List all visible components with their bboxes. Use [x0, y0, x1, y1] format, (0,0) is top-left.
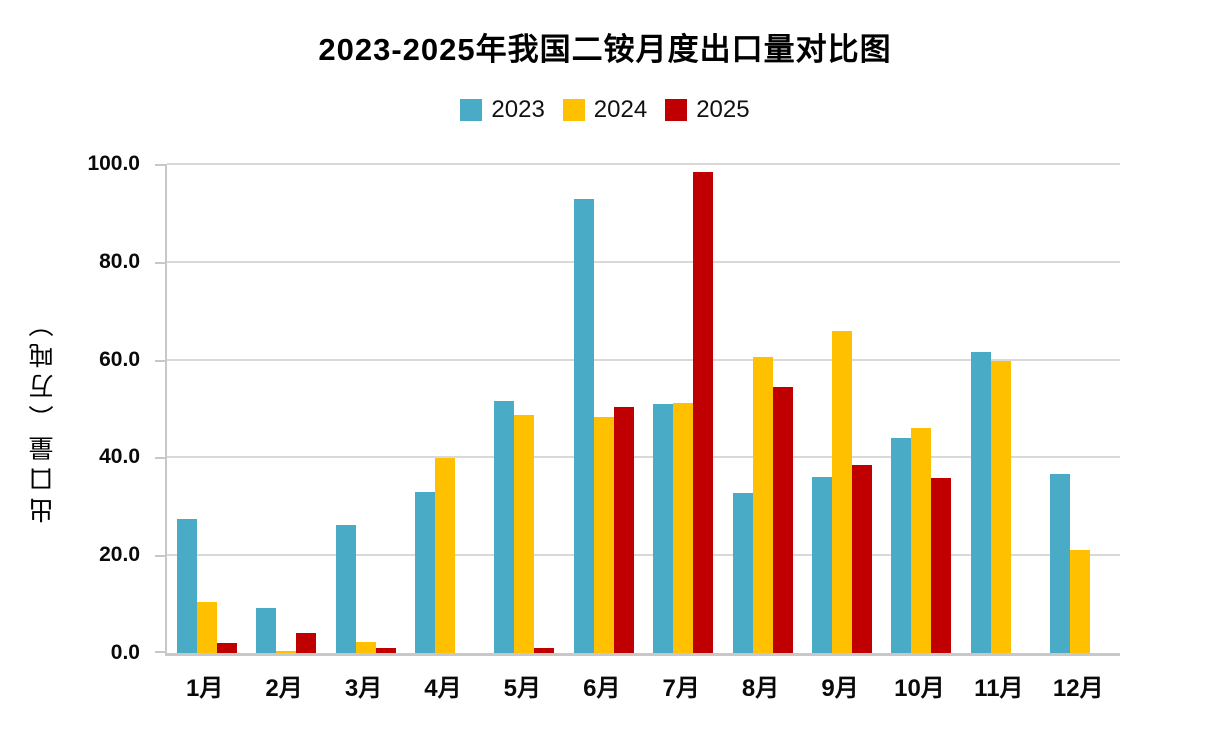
bar-2025-8月	[772, 387, 793, 653]
bar-2024-11月	[990, 360, 1011, 653]
x-tick-label-7月: 7月	[662, 675, 700, 702]
bar-2024-3月	[355, 641, 376, 653]
bar-2025-7月	[693, 172, 714, 653]
axis-tick-100.0	[155, 164, 167, 166]
x-tick-label-8月: 8月	[741, 675, 780, 702]
legend-item-2025: 2025	[665, 96, 750, 124]
y-tick-label-100.0: 100.0	[87, 152, 140, 175]
bar-2023-10月	[891, 437, 912, 653]
x-tick-label-6月: 6月	[583, 675, 621, 702]
bar-2023-1月	[176, 518, 197, 653]
bar-2023-11月	[970, 352, 991, 653]
gridline-20.0	[167, 554, 1120, 557]
legend-swatch-2024	[562, 99, 585, 121]
axis-tick-80.0	[155, 261, 167, 264]
bar-2024-10月	[911, 428, 932, 653]
gridline-60.0	[167, 358, 1120, 361]
gridline-80.0	[167, 260, 1120, 263]
x-tick-label-11月: 11月	[974, 675, 1024, 702]
axis-tick-60.0	[155, 359, 167, 362]
bar-2024-7月	[673, 403, 694, 653]
bar-2024-9月	[832, 331, 853, 653]
bar-2025-1月	[216, 643, 237, 653]
bar-2024-1月	[196, 601, 217, 653]
bar-2023-4月	[414, 491, 435, 653]
bar-2025-2月	[296, 632, 317, 653]
gridline-100.0	[167, 163, 1120, 165]
bar-2023-8月	[732, 492, 753, 653]
x-tick-label-12月: 12月	[1052, 675, 1104, 702]
chart-title: 2023-2025年我国二铵月度出口量对比图	[318, 32, 892, 67]
legend-item-2024: 2024	[562, 96, 648, 124]
legend-label-2023: 2023	[491, 96, 545, 123]
bar-2025-9月	[852, 465, 873, 653]
y-tick-label-0.0: 0.0	[110, 641, 140, 664]
x-tick-label-2月: 2月	[265, 675, 303, 702]
legend-label-2024: 2024	[593, 96, 648, 123]
bar-2023-7月	[653, 404, 674, 653]
x-tick-label-4月: 4月	[424, 675, 462, 702]
x-axis-tick-labels: 1月 2月 3月 4月 5月 6月 7月 8月 9月 10月 11月 12月	[165, 668, 1118, 704]
bar-2023-9月	[812, 476, 833, 653]
bar-2024-8月	[752, 357, 773, 653]
bar-2024-12月	[1070, 550, 1091, 653]
legend: 2023 2024 2025	[0, 96, 1210, 124]
bar-2023-5月	[494, 401, 515, 653]
legend-label-2025: 2025	[696, 96, 750, 123]
legend-swatch-2023	[460, 99, 483, 121]
legend-swatch-2025	[665, 99, 688, 121]
bar-2023-6月	[573, 199, 594, 653]
bar-2024-6月	[593, 416, 614, 653]
y-axis-tick-labels: 100.0 80.0 60.0 40.0 20.0 0.0	[0, 153, 150, 664]
x-tick-label-9月: 9月	[821, 675, 859, 702]
legend-item-2023: 2023	[460, 96, 545, 124]
bar-2024-4月	[434, 457, 455, 653]
axis-tick-0.0	[155, 651, 167, 653]
bar-2023-2月	[256, 608, 277, 653]
x-tick-label-1月: 1月	[186, 675, 224, 702]
bar-2025-3月	[375, 648, 396, 653]
y-tick-label-20.0: 20.0	[99, 543, 140, 567]
bar-2023-12月	[1050, 474, 1071, 653]
axis-tick-40.0	[155, 457, 167, 460]
y-tick-label-80.0: 80.0	[99, 249, 140, 273]
bar-2024-5月	[514, 415, 535, 653]
x-tick-label-3月: 3月	[344, 675, 383, 702]
bar-2023-3月	[335, 525, 356, 653]
axis-tick-20.0	[155, 555, 167, 558]
bar-2025-10月	[931, 478, 952, 653]
bar-2024-2月	[276, 650, 297, 653]
x-tick-label-5月: 5月	[503, 675, 542, 702]
y-tick-label-40.0: 40.0	[99, 445, 140, 469]
gridline-40.0	[167, 456, 1120, 459]
y-tick-label-60.0: 60.0	[99, 347, 140, 371]
bar-2025-5月	[534, 648, 555, 653]
bar-2025-6月	[613, 406, 634, 653]
x-tick-label-10月: 10月	[894, 675, 945, 702]
plot-area	[155, 163, 1120, 656]
